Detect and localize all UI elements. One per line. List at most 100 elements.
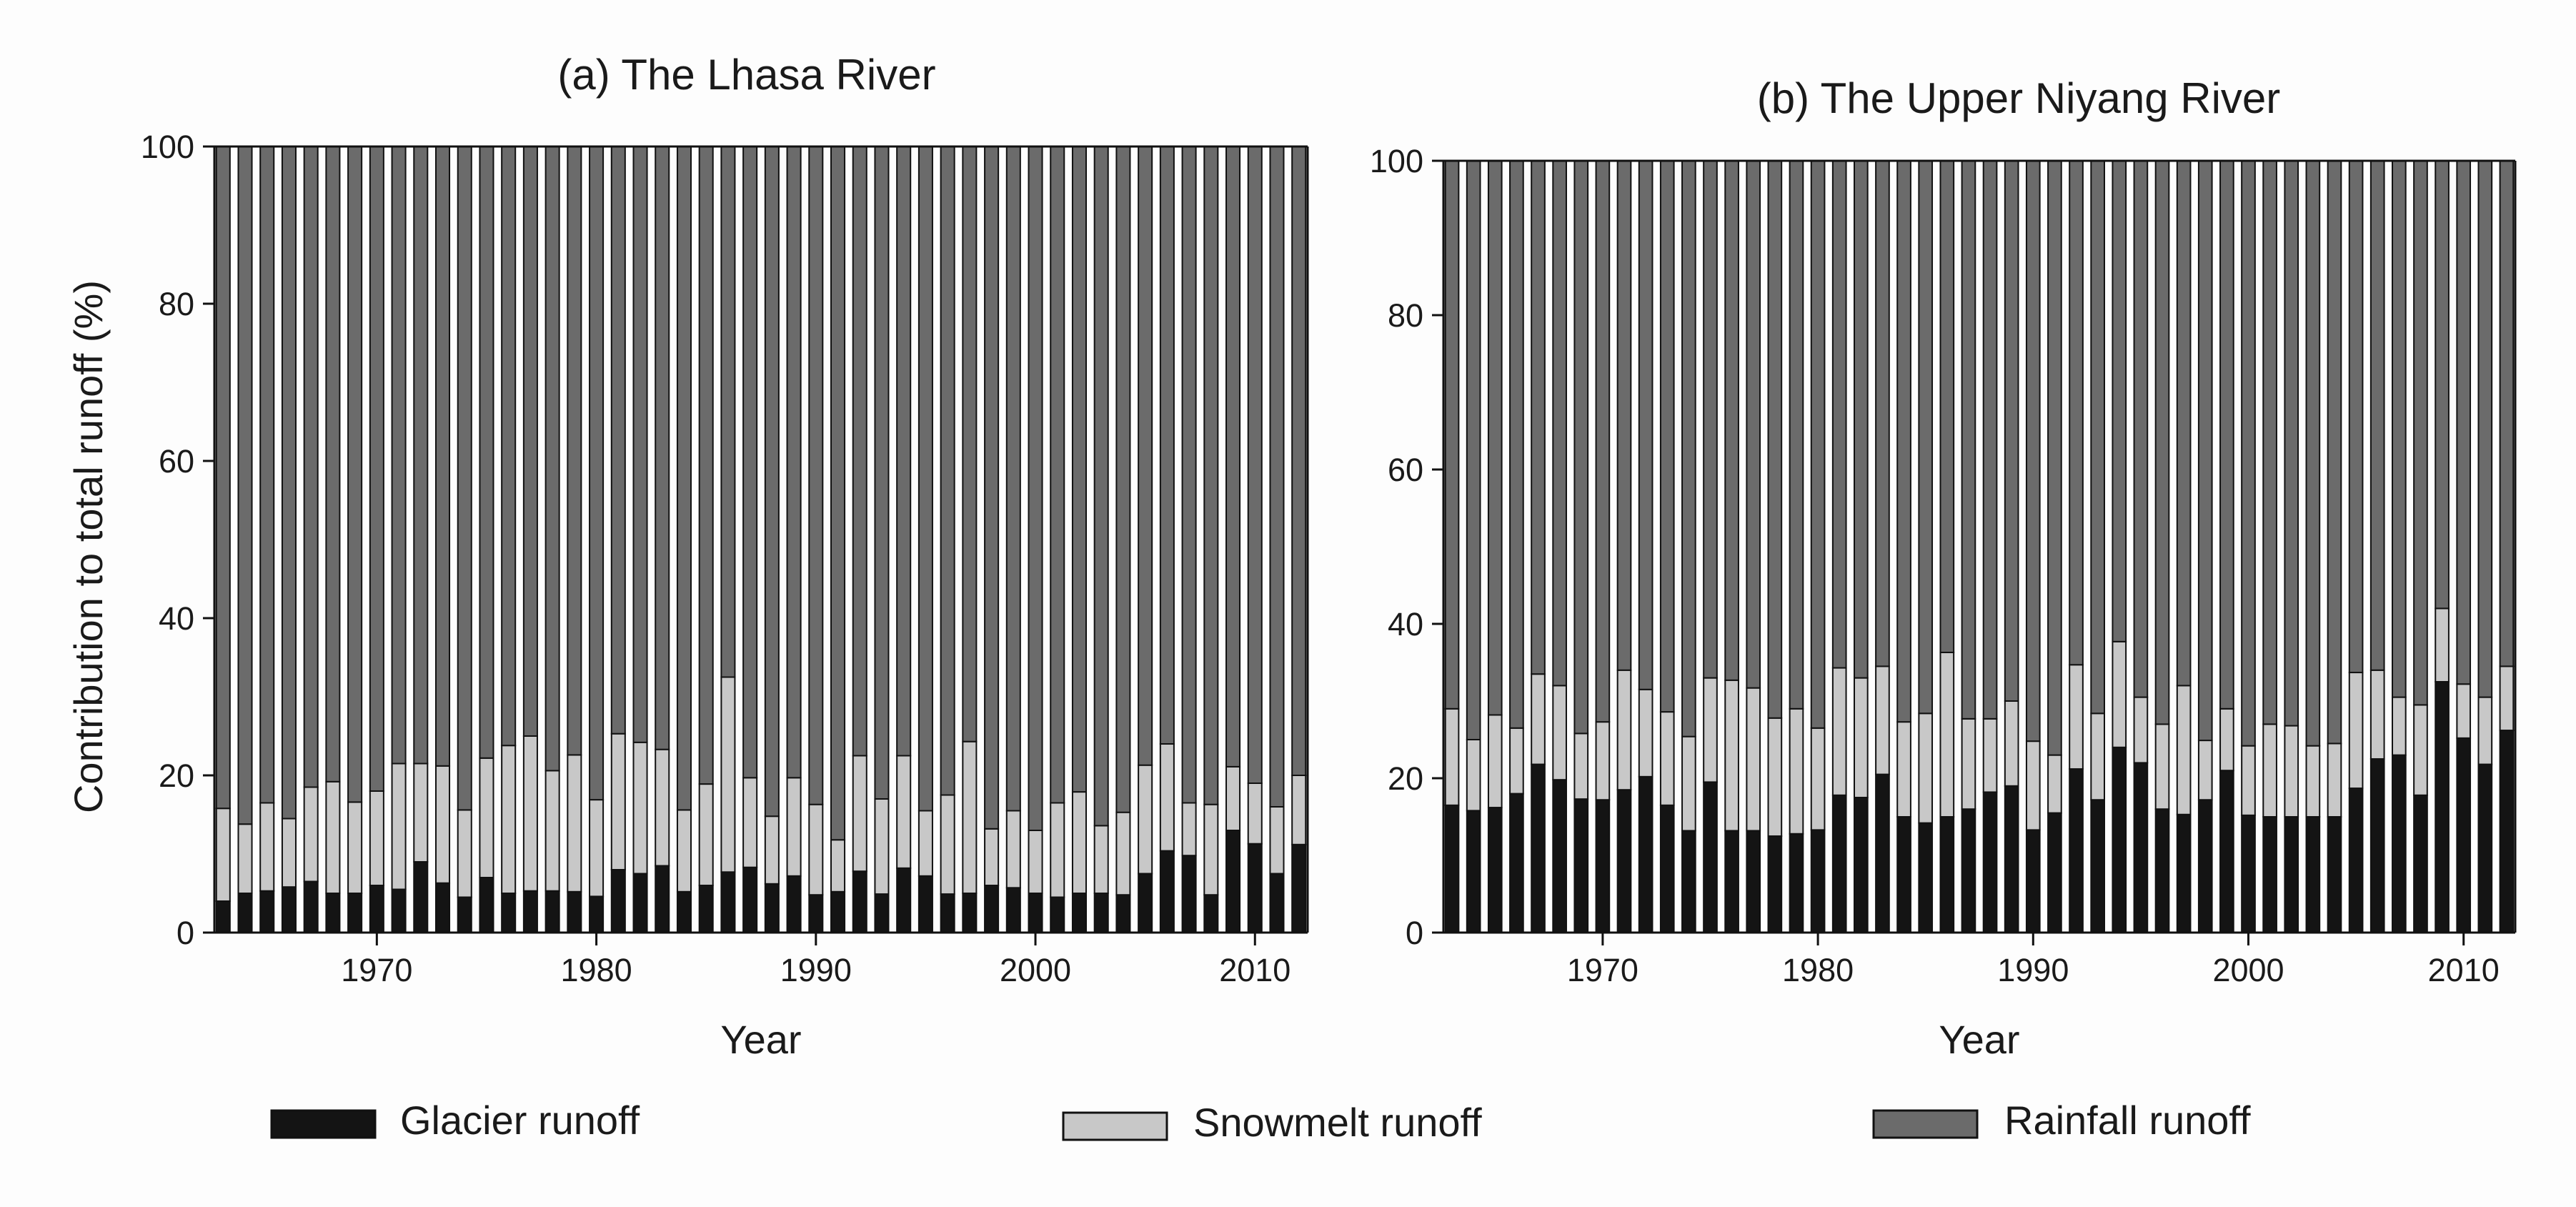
bar-rainfall-1969	[347, 146, 363, 803]
bar-snowmelt-2012	[2499, 665, 2515, 732]
chart-upper-niyang-river: (b) The Upper Niyang River 0 20 40 60 80 100 19…	[1370, 74, 2517, 1062]
bar-snowmelt-1995	[2133, 696, 2149, 764]
bar-snowmelt-1992	[2069, 664, 2084, 770]
bar-rainfall-1977	[1746, 160, 1761, 689]
chart-b-xtick-label: 2000	[2212, 952, 2284, 988]
bar-rainfall-1982	[632, 146, 648, 743]
bar-glacier-1990	[808, 894, 824, 933]
bar-snowmelt-2005	[2348, 672, 2364, 790]
bar-glacier-1978	[1767, 835, 1783, 933]
bar-snowmelt-1972	[413, 763, 429, 863]
bar-glacier-1988	[764, 883, 780, 934]
bar-rainfall-1964	[237, 146, 253, 825]
bar-glacier-2004	[1115, 894, 1131, 933]
bar-rainfall-1994	[2112, 160, 2127, 642]
bar-rainfall-1976	[501, 146, 517, 747]
bar-snowmelt-1972	[1638, 688, 1653, 778]
bar-rainfall-1995	[2133, 160, 2149, 698]
bar-rainfall-1997	[2176, 160, 2192, 687]
bar-glacier-1968	[325, 893, 341, 933]
legend-label-snowmelt: Snowmelt runoff	[1193, 1100, 1482, 1145]
bar-snowmelt-2007	[2392, 696, 2407, 756]
bar-glacier-1974	[1681, 830, 1696, 933]
bar-glacier-1991	[2047, 812, 2062, 933]
bar-snowmelt-1985	[1918, 712, 1934, 824]
bar-snowmelt-1996	[940, 794, 955, 895]
bar-snowmelt-1989	[786, 777, 802, 877]
bar-rainfall-2004	[2327, 160, 2342, 745]
bar-glacier-1997	[962, 893, 978, 933]
bar-rainfall-1968	[325, 146, 341, 783]
bar-rainfall-1988	[1982, 160, 1998, 720]
chart-a-xtick-label: 1970	[341, 952, 412, 988]
chart-a-xtick-label: 1980	[561, 952, 632, 988]
bar-rainfall-2012	[1291, 146, 1307, 776]
bar-glacier-2002	[1071, 893, 1088, 933]
bar-rainfall-2011	[1269, 146, 1285, 808]
bar-snowmelt-2012	[1291, 775, 1307, 845]
bar-rainfall-1971	[391, 146, 407, 765]
bar-snowmelt-1965	[1487, 714, 1503, 809]
bar-snowmelt-1967	[303, 786, 319, 883]
bar-rainfall-1963	[1444, 160, 1460, 710]
bar-glacier-1997	[2176, 813, 2192, 934]
bar-glacier-1975	[1703, 781, 1718, 934]
bar-snowmelt-1997	[2176, 685, 2192, 815]
chart-a-ytick-label: 40	[159, 600, 194, 637]
bar-rainfall-1999	[1005, 146, 1021, 812]
bar-rainfall-1978	[544, 146, 560, 772]
bar-glacier-1999	[2219, 770, 2234, 933]
bar-snowmelt-1975	[1703, 677, 1718, 783]
bar-rainfall-1979	[1789, 160, 1804, 710]
bar-glacier-2008	[2413, 794, 2428, 934]
bar-glacier-1996	[2154, 808, 2170, 933]
bar-glacier-1994	[2112, 746, 2127, 934]
bar-glacier-1998	[984, 885, 1000, 933]
bar-glacier-1994	[896, 867, 912, 934]
chart-a-title: (a) The Lhasa River	[557, 51, 935, 99]
bar-rainfall-2011	[2477, 160, 2493, 698]
bar-snowmelt-2004	[1115, 811, 1131, 896]
bar-snowmelt-2001	[1050, 802, 1065, 898]
chart-b-ytick-label: 20	[1388, 760, 1423, 797]
bar-snowmelt-1979	[1789, 707, 1804, 835]
bar-rainfall-1972	[413, 146, 429, 765]
bar-snowmelt-1982	[632, 741, 648, 875]
bar-snowmelt-2001	[2262, 723, 2277, 818]
bar-glacier-1964	[237, 893, 253, 933]
bar-rainfall-1981	[610, 146, 626, 735]
bar-glacier-1989	[2004, 785, 2019, 934]
bar-snowmelt-1991	[830, 839, 846, 893]
bar-rainfall-1976	[1724, 160, 1739, 681]
legend-swatch-snowmelt	[1062, 1111, 1168, 1141]
chart-a-ytick-label: 100	[141, 129, 194, 165]
bar-snowmelt-1973	[1659, 711, 1675, 806]
bar-glacier-1982	[632, 873, 648, 933]
bar-glacier-1981	[1831, 794, 1847, 934]
bar-snowmelt-1990	[2025, 740, 2041, 831]
bar-rainfall-1998	[984, 146, 1000, 830]
bar-rainfall-1984	[676, 146, 692, 811]
bar-rainfall-1987	[1961, 160, 1976, 720]
bar-glacier-1991	[830, 890, 846, 934]
legend-label-glacier: Glacier runoff	[400, 1098, 640, 1143]
bar-rainfall-1999	[2219, 160, 2234, 710]
bar-snowmelt-2007	[1181, 802, 1197, 857]
legend-swatch-glacier	[270, 1109, 377, 1139]
chart-b-bars	[1444, 160, 2515, 934]
bar-snowmelt-1984	[676, 809, 692, 893]
bar-snowmelt-1970	[369, 790, 384, 886]
bar-snowmelt-1998	[984, 828, 1000, 887]
bar-glacier-2009	[1225, 830, 1241, 933]
bar-glacier-2010	[1247, 843, 1263, 933]
bar-glacier-2006	[2369, 758, 2385, 933]
bar-snowmelt-1994	[2112, 640, 2127, 748]
chart-a-bars	[215, 146, 1307, 934]
bar-snowmelt-1983	[655, 748, 670, 867]
bar-rainfall-1966	[281, 146, 297, 820]
bar-snowmelt-1965	[259, 802, 275, 892]
legend-label-rainfall: Rainfall runoff	[2004, 1098, 2251, 1143]
chart-a-ytick-label: 80	[159, 286, 194, 322]
bar-rainfall-1984	[1896, 160, 1911, 723]
bar-glacier-1984	[1896, 816, 1911, 933]
